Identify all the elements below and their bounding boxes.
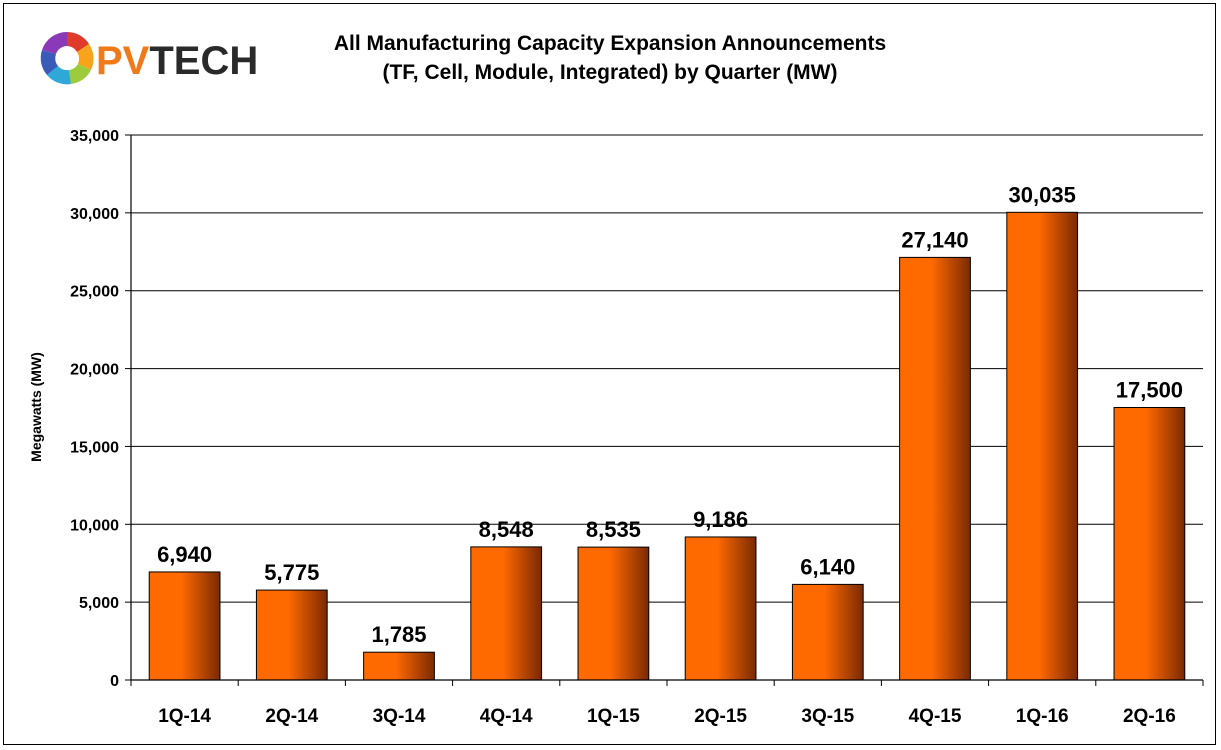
- bar-2Q-15: [684, 536, 757, 681]
- bar-1Q-14: [148, 571, 221, 681]
- bar-2Q-14: [255, 589, 328, 681]
- y-tick-label: 0: [110, 673, 119, 690]
- logo-text: PVTECH: [96, 39, 258, 83]
- x-tick-label: 1Q-14: [158, 706, 211, 727]
- y-tick-label: 10,000: [70, 517, 119, 534]
- data-label: 17,500: [1116, 378, 1183, 403]
- data-label: 6,940: [157, 542, 212, 567]
- y-axis-ticks: 0 5,000 10,000 15,000 20,000 25,000 30,000 35,0…: [70, 128, 131, 690]
- bar-1Q-15: [577, 546, 650, 681]
- data-label: 30,035: [1009, 182, 1076, 207]
- pvtech-logo: PVTECH: [40, 31, 258, 85]
- x-tick-label: 2Q-15: [694, 706, 747, 727]
- bar-2Q-16: [1113, 407, 1186, 681]
- data-label: 8,535: [586, 517, 641, 542]
- bar-3Q-15: [791, 583, 864, 681]
- x-tick-label: 3Q-15: [801, 706, 854, 727]
- bar-4Q-15: [899, 256, 971, 681]
- bar-4Q-14: [470, 546, 543, 681]
- data-label: 27,140: [901, 227, 968, 252]
- data-labels: 6,940 5,775 1,785 8,548 8,535 9,186 6,140 27,14…: [157, 182, 1183, 647]
- bar-3Q-14: [363, 651, 435, 681]
- x-tick-label: 3Q-14: [373, 706, 426, 727]
- data-label: 5,775: [264, 560, 319, 585]
- x-tick-label: 1Q-16: [1016, 706, 1069, 727]
- chart-subtitle: (TF, Cell, Module, Integrated) by Quarte…: [382, 61, 837, 84]
- x-tick-label: 2Q-16: [1123, 706, 1176, 727]
- y-tick-label: 15,000: [70, 439, 119, 456]
- chart-title: All Manufacturing Capacity Expansion Ann…: [334, 32, 886, 55]
- y-tick-label: 35,000: [70, 128, 119, 145]
- bar-1Q-16: [1006, 211, 1079, 681]
- x-tick-label: 4Q-15: [909, 706, 962, 727]
- data-label: 1,785: [371, 622, 426, 647]
- y-tick-label: 30,000: [70, 206, 119, 223]
- x-axis-categories: 1Q-14 2Q-14 3Q-14 4Q-14 1Q-15 2Q-15 3Q-15 4Q-15…: [158, 706, 1176, 727]
- x-tick-label: 4Q-14: [480, 706, 533, 727]
- data-label: 6,140: [800, 554, 855, 579]
- data-label: 9,186: [693, 507, 748, 532]
- bars: [148, 211, 1186, 681]
- x-tick-label: 1Q-15: [587, 706, 640, 727]
- logo-ring-icon: [40, 31, 94, 85]
- y-axis-label: Megawatts (MW): [28, 352, 44, 462]
- y-tick-label: 5,000: [79, 595, 119, 612]
- y-tick-label: 20,000: [70, 362, 119, 379]
- axes: [130, 135, 1204, 686]
- y-tick-label: 25,000: [70, 284, 119, 301]
- x-tick-label: 2Q-14: [265, 706, 318, 727]
- data-label: 8,548: [479, 517, 534, 542]
